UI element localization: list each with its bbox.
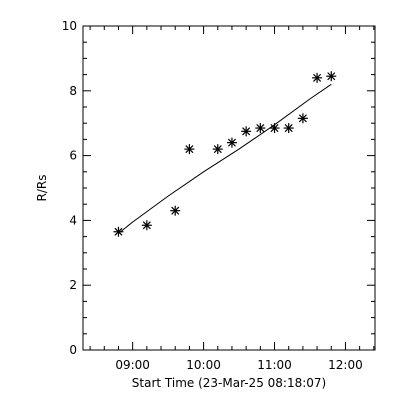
data-point bbox=[184, 144, 195, 155]
data-point bbox=[326, 71, 337, 82]
y-tick-label: 2 bbox=[69, 278, 77, 292]
y-tick-label: 6 bbox=[69, 149, 77, 163]
x-tick-label: 11:00 bbox=[257, 358, 292, 372]
y-tick-label: 10 bbox=[62, 19, 77, 33]
data-point bbox=[283, 123, 294, 134]
tick-labels: 09:00 10:00 11:00 12:00 0 2 4 6 8 10 bbox=[62, 19, 363, 372]
y-tick-label: 0 bbox=[69, 343, 77, 357]
y-tick-label: 4 bbox=[69, 213, 77, 227]
data-point bbox=[170, 205, 181, 216]
y-axis-label: R/Rs bbox=[35, 175, 49, 202]
data-point bbox=[141, 220, 152, 231]
fit-line bbox=[118, 83, 332, 234]
x-axis-label: Start Time (23-Mar-25 08:18:07) bbox=[132, 376, 326, 390]
x-tick-label: 10:00 bbox=[186, 358, 221, 372]
data-point bbox=[269, 123, 280, 134]
data-point bbox=[212, 144, 223, 155]
data-point bbox=[113, 226, 124, 237]
data-point bbox=[241, 126, 252, 137]
y-tick-label: 8 bbox=[69, 84, 77, 98]
data-point bbox=[312, 72, 323, 83]
ticks bbox=[83, 25, 375, 351]
data-point bbox=[226, 137, 237, 148]
data-point bbox=[297, 113, 308, 124]
data-points bbox=[113, 71, 337, 237]
data-point bbox=[255, 123, 266, 134]
x-tick-label: 09:00 bbox=[115, 358, 150, 372]
x-tick-label: 12:00 bbox=[328, 358, 363, 372]
